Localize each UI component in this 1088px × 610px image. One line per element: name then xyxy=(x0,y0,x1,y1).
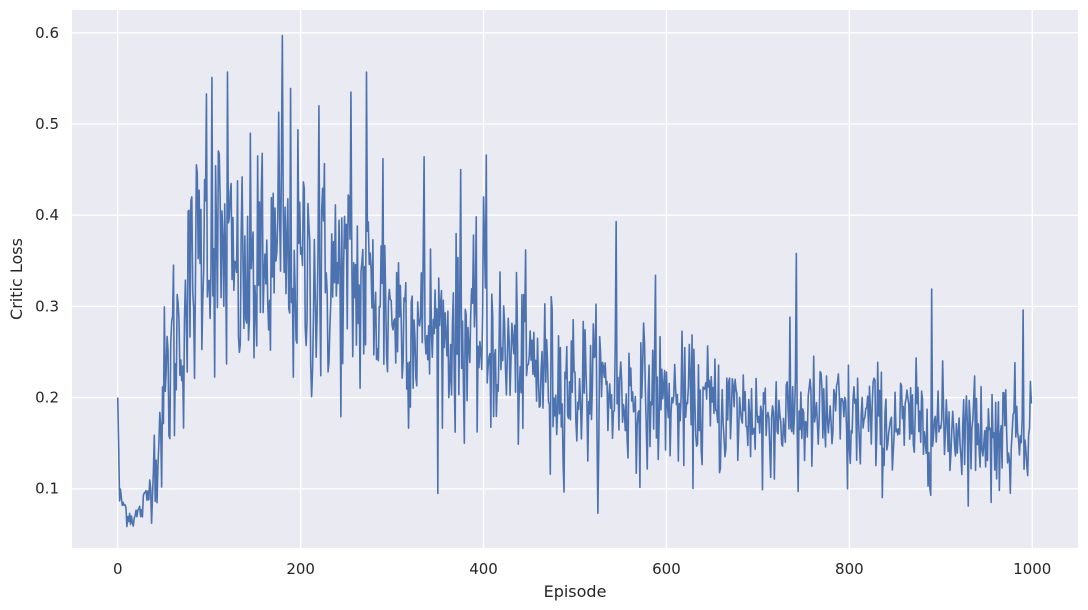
x-tick-label: 0 xyxy=(113,560,123,578)
y-axis-label: Critic Loss xyxy=(7,238,26,320)
plot-area-background xyxy=(72,10,1078,548)
x-tick-label: 400 xyxy=(469,560,498,578)
x-tick-label: 800 xyxy=(835,560,864,578)
x-tick-label: 200 xyxy=(286,560,315,578)
y-tick-label: 0.3 xyxy=(35,297,59,315)
y-tick-label: 0.5 xyxy=(35,115,59,133)
y-tick-labels: 0.1 0.2 0.3 0.4 0.5 0.6 xyxy=(35,24,59,498)
y-tick-label: 0.4 xyxy=(35,206,59,224)
y-tick-label: 0.6 xyxy=(35,24,59,42)
x-axis-label: Episode xyxy=(544,582,607,601)
x-tick-label: 1000 xyxy=(1013,560,1051,578)
y-tick-label: 0.2 xyxy=(35,389,59,407)
series-layer xyxy=(116,34,1033,528)
x-tick-label: 600 xyxy=(652,560,681,578)
y-tick-label: 0.1 xyxy=(35,480,59,498)
critic-loss-series-line xyxy=(116,34,1033,528)
x-tick-labels: 0 200 400 600 800 1000 xyxy=(113,560,1051,578)
